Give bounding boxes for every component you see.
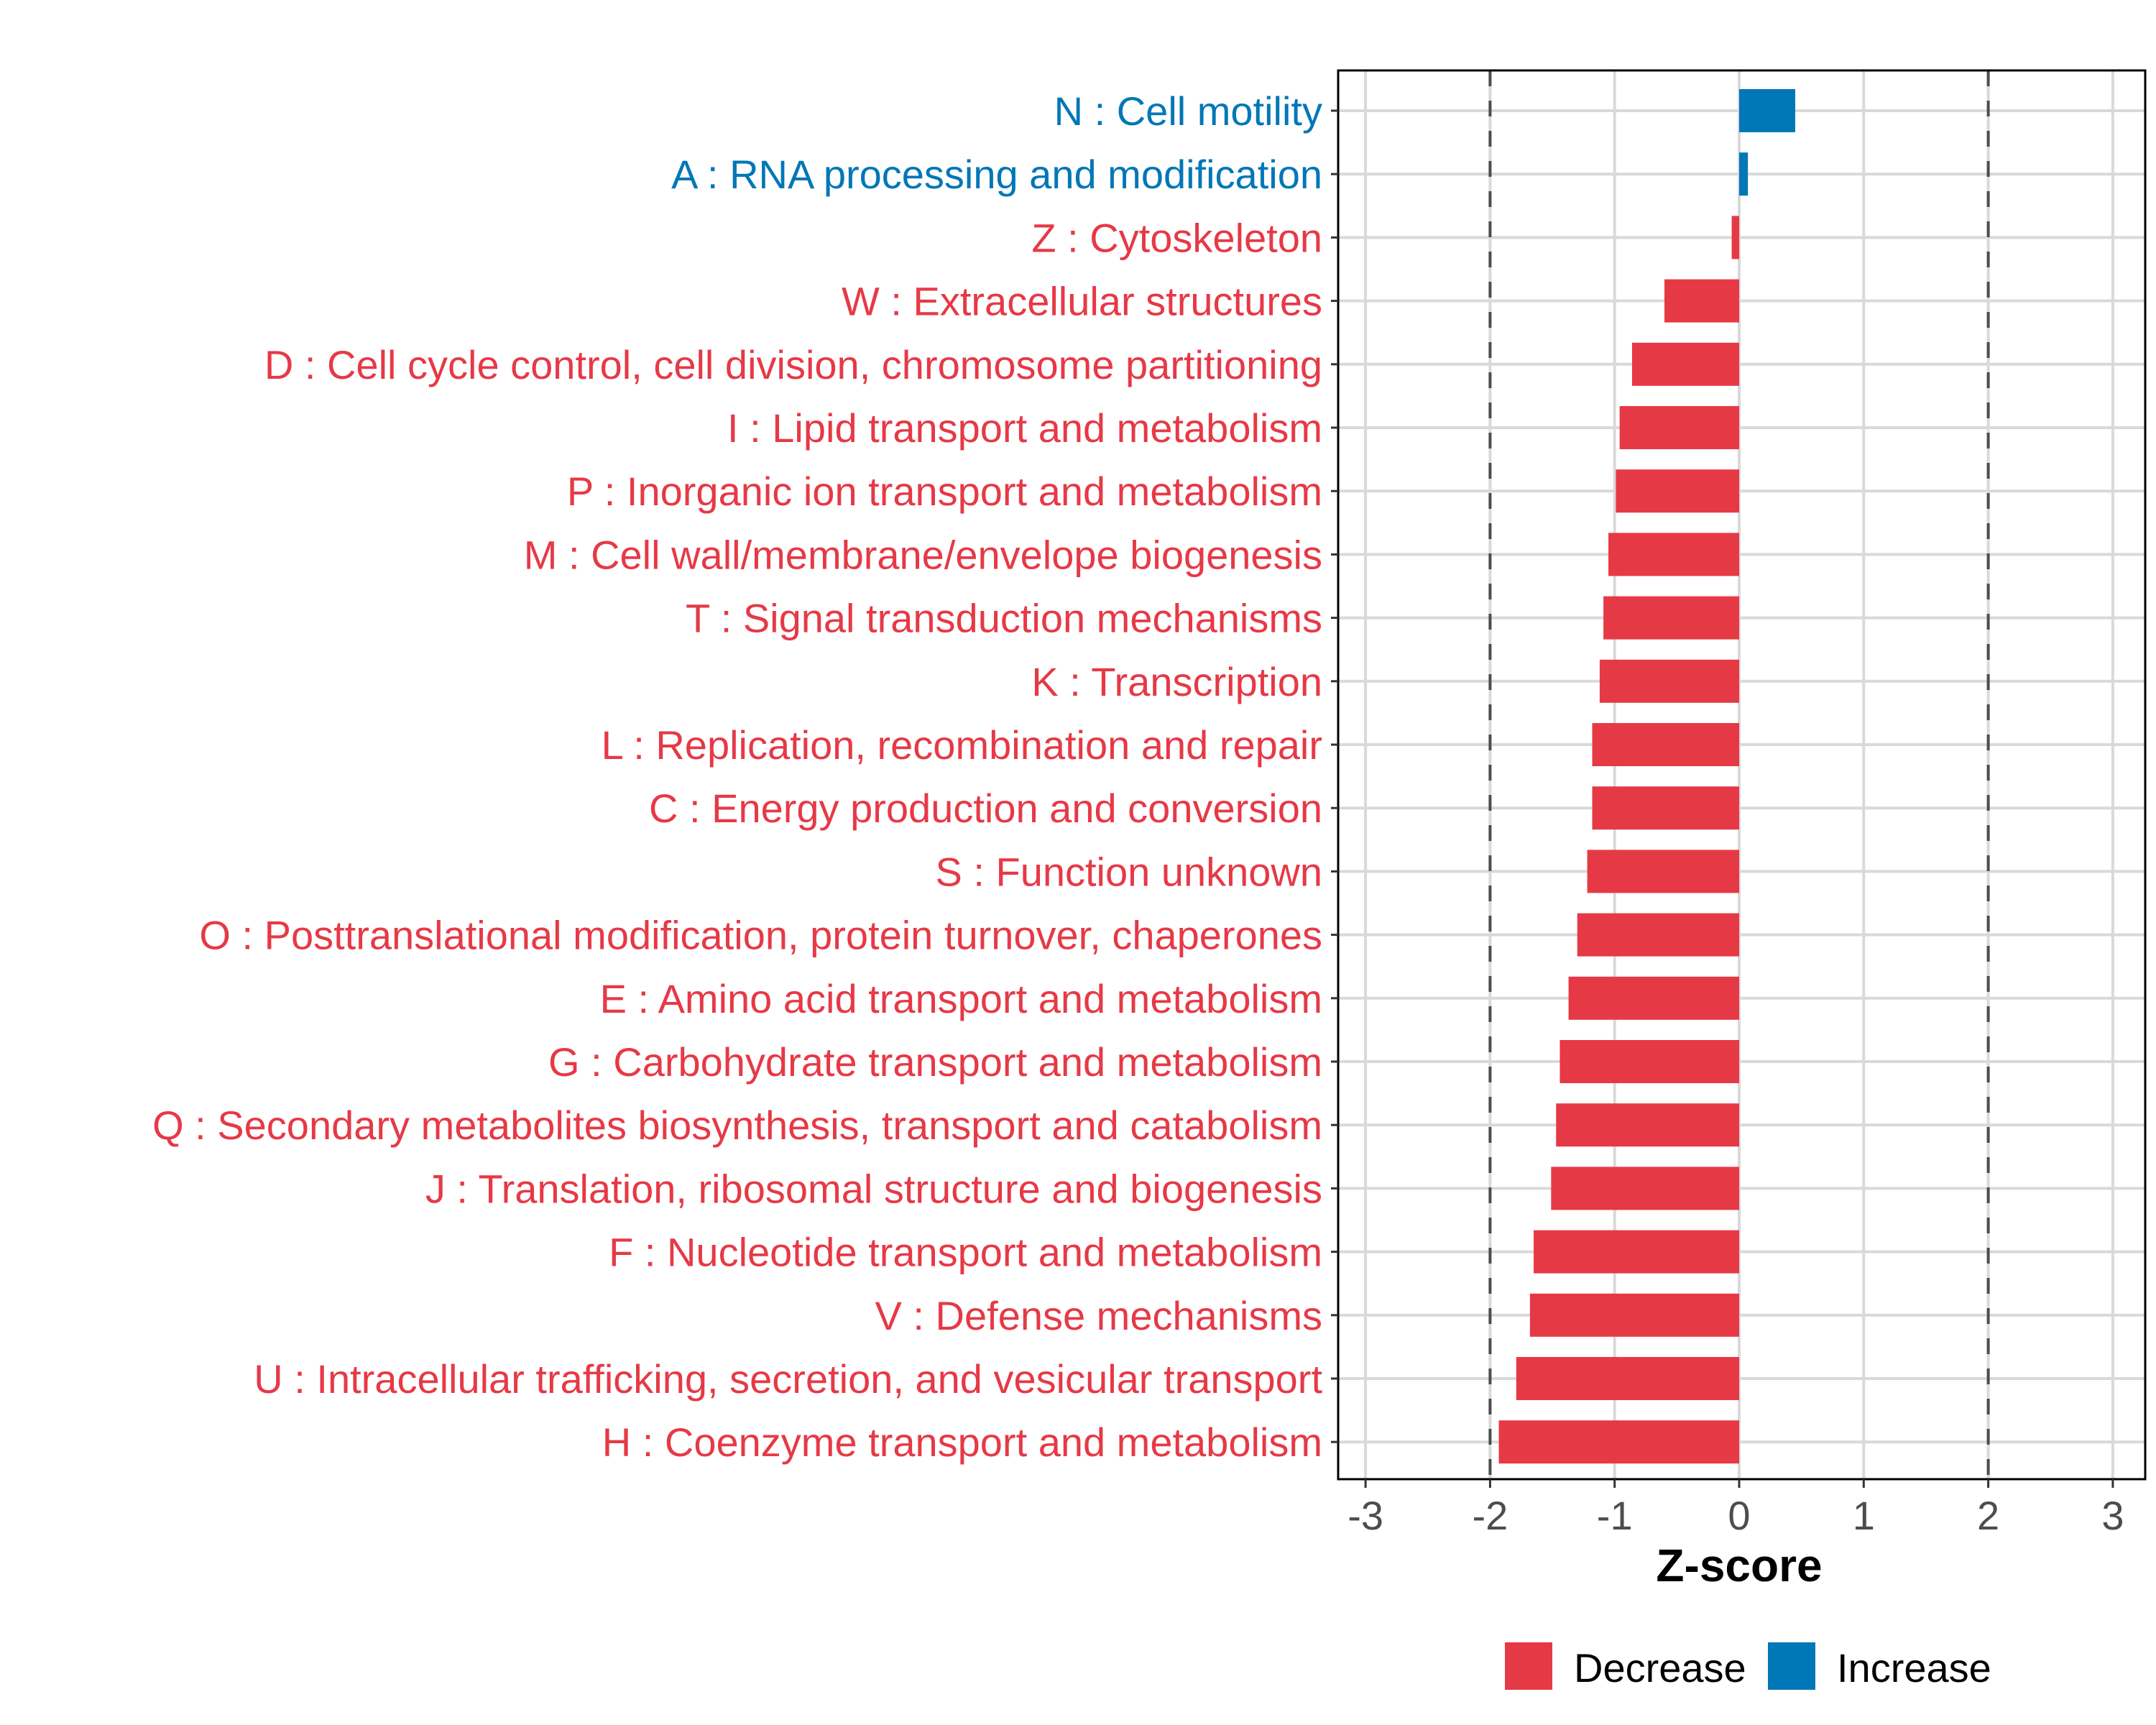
reference-lines — [1488, 70, 1990, 1479]
grid-lines — [1338, 70, 2145, 1479]
legend: Decrease Increase — [1505, 1642, 1991, 1690]
bar — [1616, 469, 1739, 513]
y-axis-label: L : Replication, recombination and repai… — [602, 722, 1322, 768]
x-tick-label: -3 — [1348, 1493, 1383, 1538]
x-tick-label: -1 — [1597, 1493, 1633, 1538]
bar — [1560, 1040, 1739, 1083]
bar — [1592, 786, 1739, 830]
y-axis-label: O : Posttranslational modification, prot… — [199, 913, 1322, 958]
bar — [1731, 216, 1739, 259]
y-axis-label: V : Defense mechanisms — [875, 1293, 1322, 1338]
bar — [1587, 850, 1739, 893]
y-axis-label: I : Lipid transport and metabolism — [727, 405, 1322, 451]
y-axis-label: A : RNA processing and modification — [671, 152, 1322, 197]
legend-swatch-decrease — [1505, 1642, 1552, 1690]
x-tick-label: 1 — [1853, 1493, 1875, 1538]
plot-panel — [1338, 70, 2145, 1479]
y-axis-label: K : Transcription — [1031, 659, 1322, 704]
legend-swatch-increase — [1768, 1642, 1815, 1690]
panel-background — [1338, 70, 2145, 1479]
y-axis-label: G : Carbohydrate transport and metabolis… — [548, 1039, 1322, 1085]
bar — [1608, 533, 1739, 576]
bar — [1631, 342, 1739, 386]
y-axis-label: N : Cell motility — [1054, 88, 1322, 134]
bar — [1516, 1357, 1739, 1400]
y-axis-label: S : Function unknown — [935, 849, 1322, 894]
y-axis-label: P : Inorganic ion transport and metaboli… — [567, 469, 1322, 514]
y-axis-label: H : Coenzyme transport and metabolism — [602, 1420, 1322, 1465]
panel-frame — [1337, 69, 2147, 1481]
y-axis-label: U : Intracellular trafficking, secretion… — [254, 1356, 1322, 1402]
bar — [1551, 1167, 1739, 1210]
bar — [1739, 152, 1749, 196]
y-axis-label: Z : Cytoskeleton — [1031, 215, 1322, 260]
bar — [1619, 406, 1739, 449]
bar — [1498, 1420, 1739, 1464]
bar — [1577, 913, 1739, 957]
y-axis-labels: N : Cell motility A : RNA processing and … — [152, 88, 1338, 1465]
legend-label-decrease: Decrease — [1574, 1645, 1746, 1690]
panel-border — [1337, 69, 2147, 1481]
x-tick-label: -2 — [1473, 1493, 1508, 1538]
bar — [1556, 1103, 1739, 1147]
bar — [1568, 976, 1739, 1020]
x-tick-label: 3 — [2101, 1493, 2124, 1538]
y-axis-label: W : Extracellular structures — [842, 279, 1322, 324]
x-axis: -3 -2 -1 0 1 2 3 — [1348, 1479, 2124, 1538]
legend-label-increase: Increase — [1837, 1645, 1991, 1690]
bar — [1529, 1293, 1739, 1337]
bar — [1592, 723, 1739, 766]
x-tick-label: 0 — [1728, 1493, 1750, 1538]
x-tick-label: 2 — [1977, 1493, 1999, 1538]
bar — [1664, 279, 1739, 323]
y-axis-label: J : Translation, ribosomal structure and… — [425, 1166, 1322, 1211]
y-axis-label: F : Nucleotide transport and metabolism — [609, 1230, 1322, 1275]
bars — [1498, 89, 1795, 1464]
y-axis-label: M : Cell wall/membrane/envelope biogenes… — [524, 532, 1322, 577]
y-axis-label: Q : Secondary metabolites biosynthesis, … — [152, 1103, 1322, 1148]
y-axis-label: T : Signal transduction mechanisms — [686, 596, 1322, 641]
bar — [1599, 659, 1739, 703]
bar — [1603, 596, 1739, 640]
y-axis-label: D : Cell cycle control, cell division, c… — [264, 342, 1322, 387]
y-axis-label: C : Energy production and conversion — [649, 786, 1322, 831]
x-axis-title: Z-score — [1656, 1540, 1822, 1591]
y-axis-label: E : Amino acid transport and metabolism — [600, 976, 1322, 1021]
bar — [1534, 1230, 1739, 1274]
bar — [1739, 89, 1795, 132]
